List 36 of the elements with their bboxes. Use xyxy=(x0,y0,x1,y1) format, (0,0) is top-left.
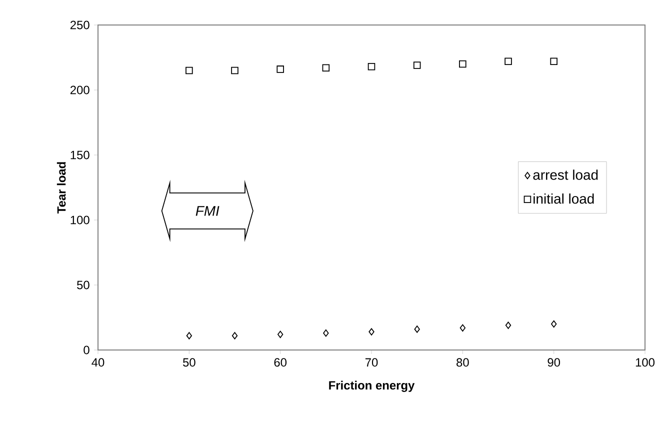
point xyxy=(186,332,192,340)
point xyxy=(322,64,330,72)
point xyxy=(231,66,238,74)
x-tick-label: 80 xyxy=(456,358,469,367)
annotation: FMI xyxy=(196,206,220,216)
y-axis-title: Tear load xyxy=(56,162,66,214)
x-tick-label: 60 xyxy=(274,358,287,367)
point xyxy=(504,58,512,66)
x-tick-label: 50 xyxy=(183,358,196,367)
point xyxy=(413,62,421,69)
point xyxy=(232,332,238,340)
point xyxy=(276,66,284,73)
legend-label: arrest load xyxy=(533,170,598,180)
y-tick-label: 200 xyxy=(70,86,90,94)
point xyxy=(550,58,558,66)
y-tick-label: 0 xyxy=(84,346,90,354)
x-tick-label: 100 xyxy=(636,358,655,367)
point xyxy=(414,326,420,333)
y-tick-label: 50 xyxy=(77,280,90,290)
point xyxy=(368,62,376,70)
point xyxy=(551,320,557,328)
x-tick-label: 70 xyxy=(365,358,378,367)
legend-label: initial load xyxy=(534,193,594,204)
y-tick-label: 150 xyxy=(70,150,90,160)
point xyxy=(459,60,466,68)
point xyxy=(277,330,284,338)
x-axis-title: Friction energy xyxy=(329,380,415,392)
point xyxy=(505,322,512,329)
point xyxy=(323,329,329,337)
point xyxy=(460,324,466,332)
point xyxy=(368,328,374,336)
x-tick-label: 90 xyxy=(548,358,560,367)
y-tick-label: 250 xyxy=(70,20,90,30)
point xyxy=(186,66,193,74)
x-tick-label: 40 xyxy=(92,358,104,367)
y-tick-label: 100 xyxy=(70,216,90,224)
